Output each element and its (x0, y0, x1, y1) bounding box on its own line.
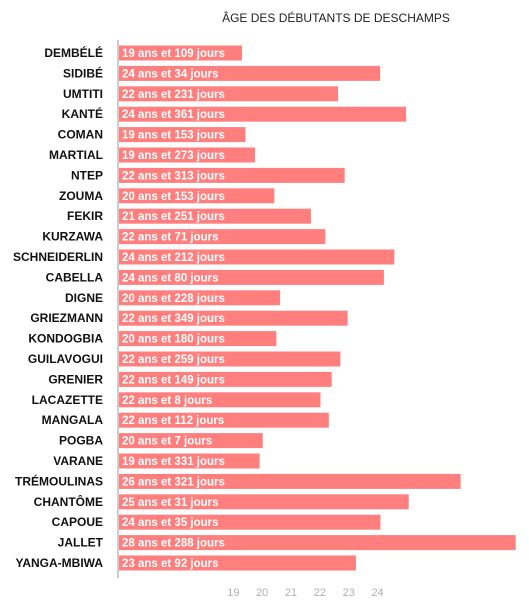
bar[interactable] (119, 45, 243, 61)
category-label: MANGALA (42, 413, 104, 427)
bar-value-label: 25 ans et 31 jours (122, 497, 219, 509)
bar[interactable] (119, 188, 275, 204)
bar[interactable] (119, 86, 339, 102)
category-label: CAPOUE (52, 515, 103, 529)
x-tick-label: 21 (285, 587, 297, 599)
category-label: GUILAVOGUI (28, 352, 103, 366)
category-label: POGBA (59, 434, 103, 448)
bar[interactable] (119, 65, 381, 81)
bar[interactable] (119, 514, 381, 530)
bar-value-label: 22 ans et 71 jours (122, 232, 219, 244)
category-label: YANGA-MBIWA (15, 556, 103, 570)
category-label: CHANTÔME (34, 494, 103, 509)
category-label: DEMBÉLÉ (44, 45, 103, 60)
bar-value-label: 22 ans et 149 jours (122, 374, 225, 386)
category-label: SCHNEIDERLIN (13, 250, 103, 264)
x-tick-label: 24 (371, 587, 383, 599)
x-tick-label: 23 (343, 587, 355, 599)
bar-value-label: 19 ans et 109 jours (122, 48, 225, 60)
bar-value-label: 22 ans et 112 jours (122, 415, 224, 427)
bar-value-label: 24 ans et 34 jours (122, 68, 219, 80)
category-label: UMTITI (63, 87, 103, 101)
bars-layer: DEMBÉLÉ 19 ans et 109 jours SIDIBÉ 24 ans e… (13, 45, 516, 571)
bar-value-label: 22 ans et 8 jours (122, 395, 212, 407)
bar-value-label: 19 ans et 153 jours (122, 130, 225, 142)
bar-value-label: 20 ans et 228 jours (122, 293, 225, 305)
bar-value-label: 24 ans et 361 jours (122, 109, 225, 121)
bar[interactable] (119, 412, 329, 428)
bar[interactable] (119, 269, 384, 285)
bar[interactable] (119, 473, 461, 489)
bar[interactable] (119, 433, 263, 449)
bar[interactable] (119, 249, 395, 265)
bar-value-label: 20 ans et 153 jours (122, 191, 225, 203)
category-label: COMAN (58, 128, 103, 142)
category-label: MARTIAL (49, 148, 103, 162)
bar[interactable] (119, 127, 246, 143)
bar-value-label: 21 ans et 251 jours (122, 211, 225, 223)
x-ticks: 19 20 21 22 23 24 (227, 587, 383, 599)
bar-value-label: 23 ans et 92 jours (122, 558, 219, 570)
bar-value-label: 24 ans et 35 jours (122, 517, 219, 529)
bar[interactable] (119, 147, 255, 163)
bar-value-label: 19 ans et 273 jours (122, 150, 225, 162)
category-label: JALLET (58, 536, 104, 550)
chart-title: ÂGE DES DÉBUTANTS DE DESCHAMPS (222, 10, 450, 25)
category-label: VARANE (53, 454, 103, 468)
x-tick-label: 20 (256, 587, 268, 599)
bar[interactable] (119, 331, 277, 347)
bar[interactable] (119, 229, 326, 245)
bar-value-label: 20 ans et 7 jours (122, 436, 212, 448)
bar-value-label: 24 ans et 80 jours (122, 272, 219, 284)
category-label: KANTÉ (62, 106, 103, 121)
bar[interactable] (119, 371, 332, 387)
bar[interactable] (119, 555, 356, 571)
bar-value-label: 22 ans et 259 jours (122, 354, 225, 366)
bar-value-label: 22 ans et 349 jours (122, 313, 225, 325)
category-label: TRÉMOULINAS (15, 473, 103, 488)
category-label: NTEP (71, 168, 103, 182)
bar[interactable] (119, 106, 407, 122)
bar-value-label: 28 ans et 288 jours (122, 538, 225, 550)
bar[interactable] (119, 208, 311, 224)
bar[interactable] (119, 535, 516, 551)
category-label: KONDOGBIA (28, 332, 103, 346)
category-label: CABELLA (46, 270, 104, 284)
bar-value-label: 22 ans et 231 jours (122, 89, 225, 101)
bar[interactable] (119, 453, 260, 469)
category-label: GRIEZMANN (30, 311, 103, 325)
bar-value-label: 22 ans et 313 jours (122, 170, 225, 182)
category-label: GRENIER (48, 372, 103, 386)
bar[interactable] (119, 310, 348, 326)
bar-value-label: 20 ans et 180 jours (122, 334, 225, 346)
x-tick-label: 19 (227, 587, 239, 599)
category-label: SIDIBÉ (63, 65, 103, 80)
bar[interactable] (119, 392, 321, 408)
bar-value-label: 24 ans et 212 jours (122, 252, 225, 264)
category-label: KURZAWA (42, 230, 103, 244)
bar-value-label: 26 ans et 321 jours (122, 476, 225, 488)
x-tick-label: 22 (314, 587, 326, 599)
category-label: FEKIR (67, 209, 103, 223)
category-label: DIGNE (65, 291, 103, 305)
bar-value-label: 19 ans et 331 jours (122, 456, 225, 468)
bar[interactable] (119, 351, 341, 367)
category-label: LACAZETTE (32, 393, 103, 407)
bar[interactable] (119, 494, 409, 510)
bar[interactable] (119, 167, 345, 183)
category-label: ZOUMA (59, 189, 103, 203)
bar[interactable] (119, 290, 281, 306)
